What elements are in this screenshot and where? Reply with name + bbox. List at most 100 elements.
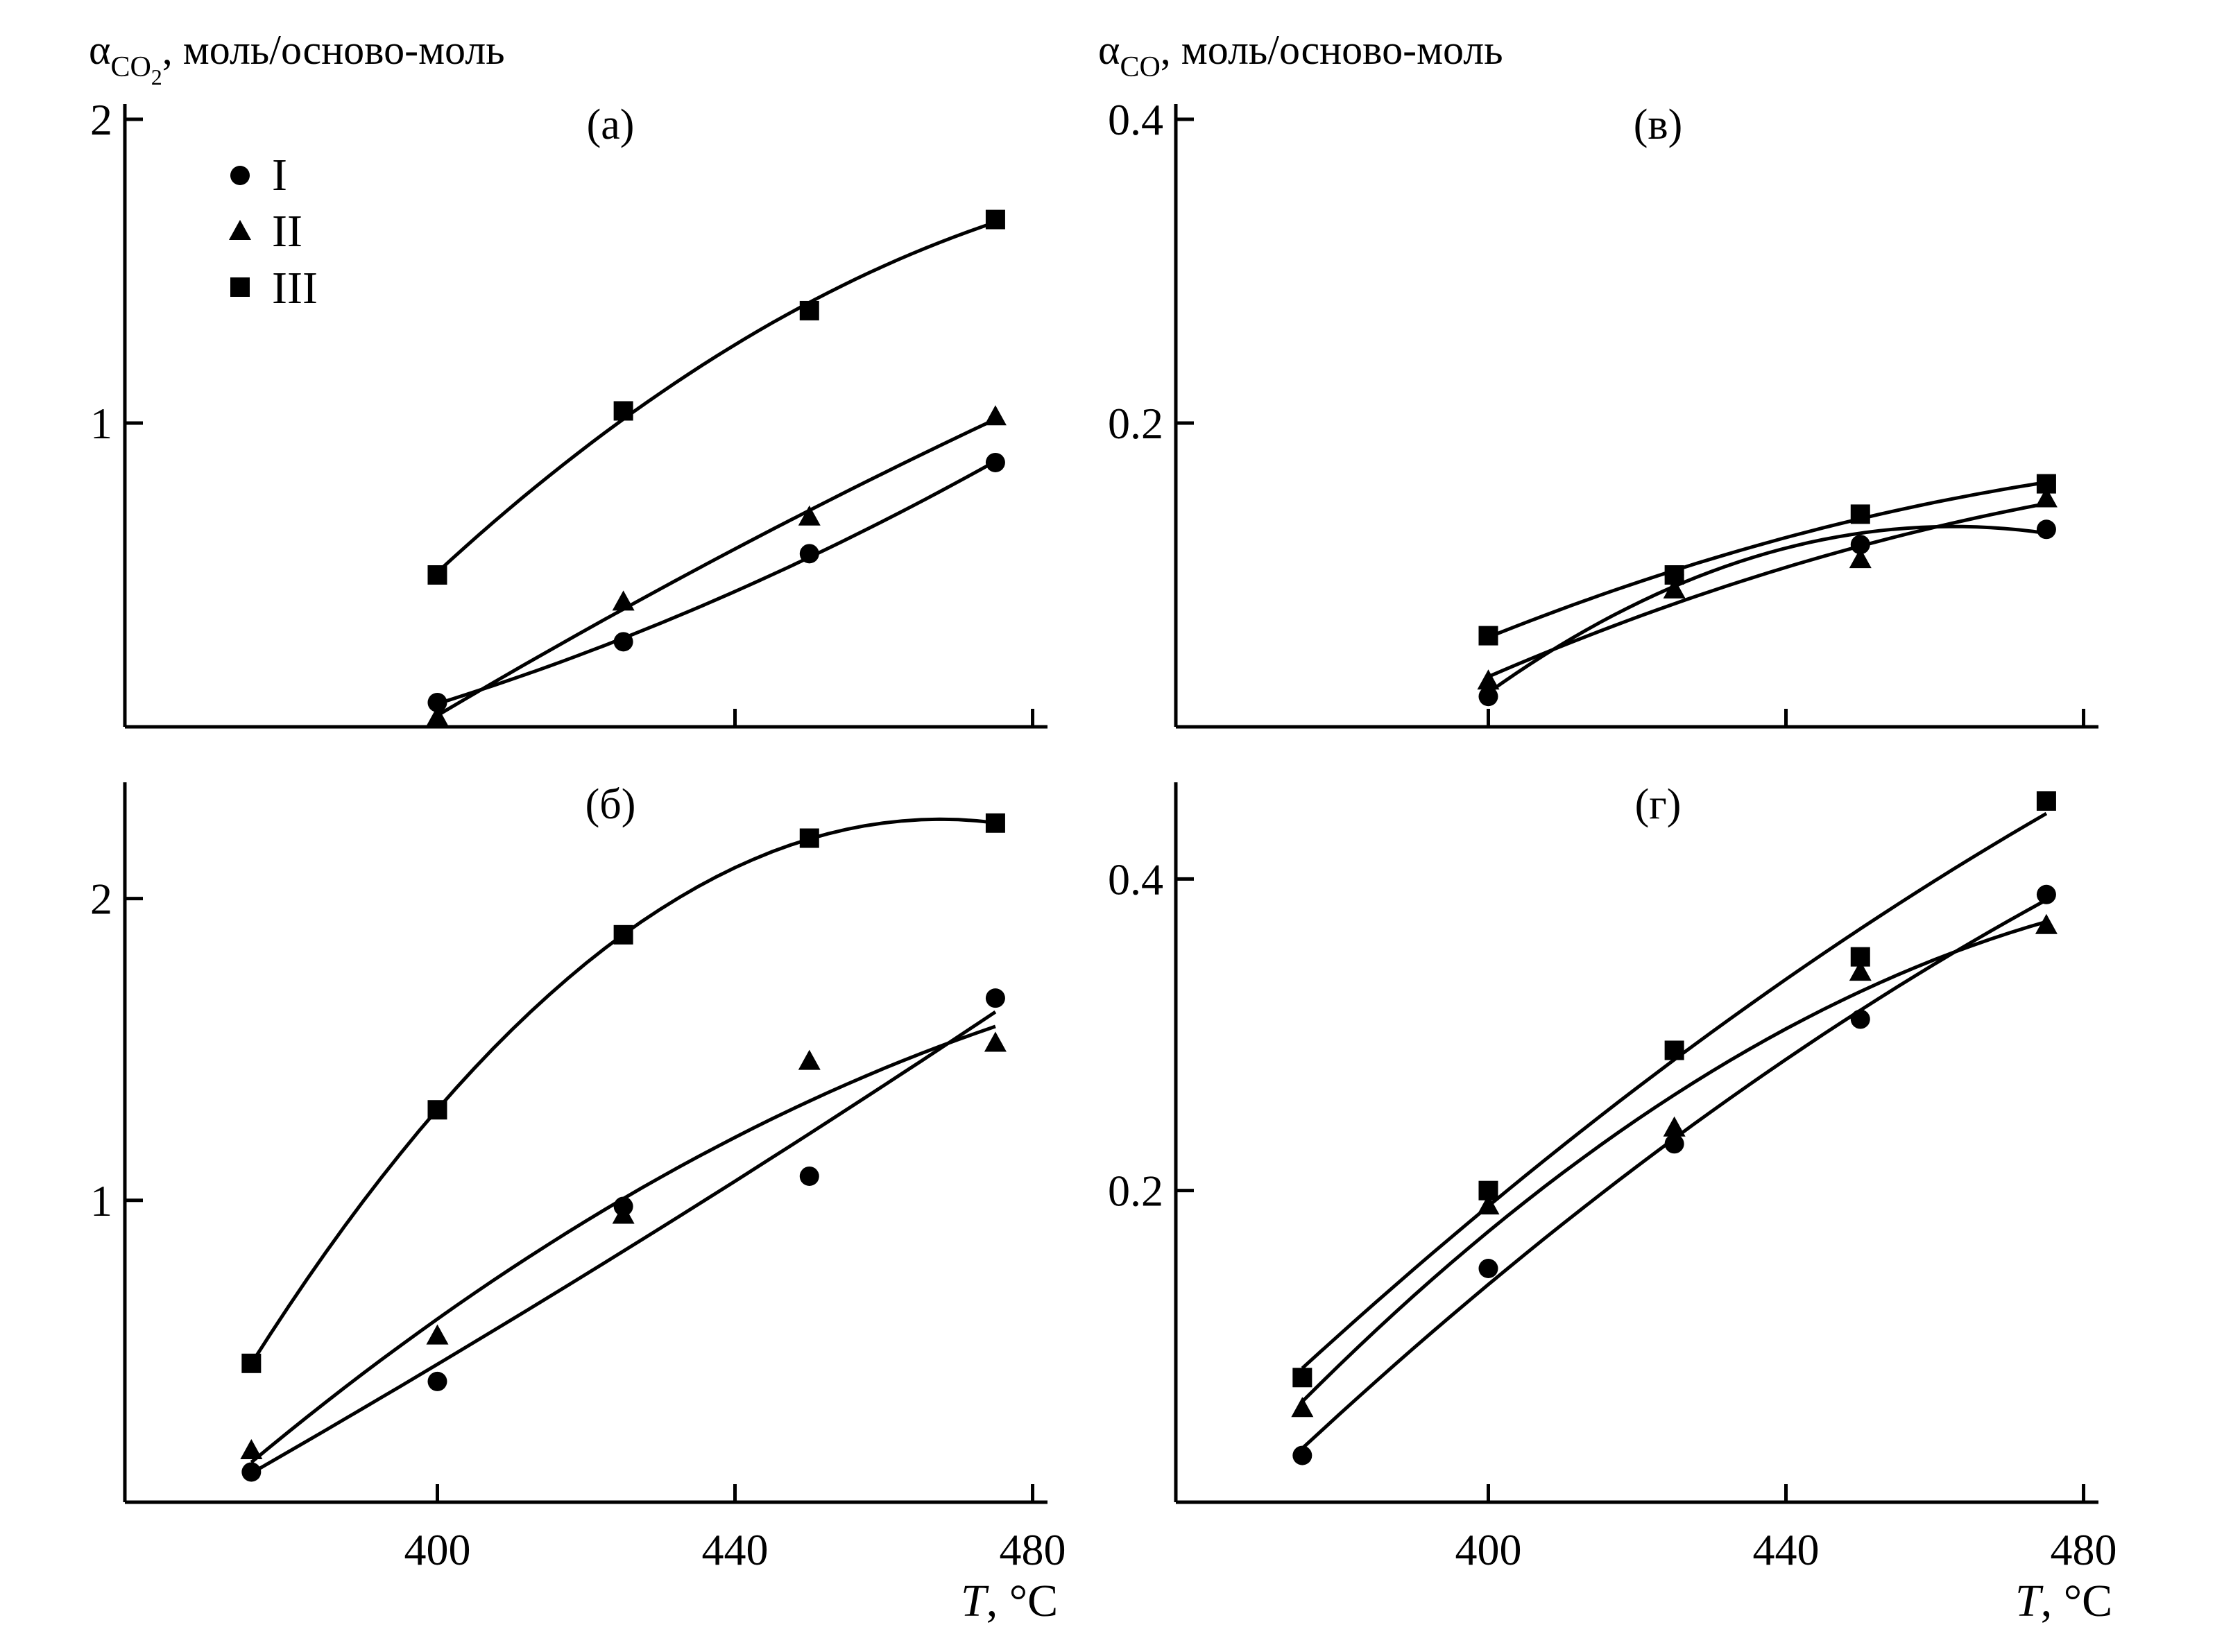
data-point-triangle	[1663, 578, 1686, 599]
chart-panel: 1 2 400 440 480 (б)	[90, 781, 1066, 1574]
data-point-triangle	[984, 1031, 1007, 1052]
series-curve-i	[1301, 898, 2048, 1450]
y-tick-label: 2	[90, 875, 112, 924]
series-curve-iii	[1301, 811, 2048, 1370]
legend-triangle-marker	[229, 220, 251, 240]
legend-label-iii: III	[272, 263, 318, 313]
alpha-symbol: α	[89, 27, 110, 73]
data-point-circle	[427, 1371, 447, 1391]
data-point-triangle	[984, 405, 1007, 426]
data-point-circle	[241, 1462, 262, 1482]
series-curve-ii	[250, 1024, 996, 1464]
data-point-triangle	[1291, 1397, 1314, 1418]
data-point-triangle	[1849, 548, 1872, 569]
legend-circle-marker	[230, 166, 250, 185]
data-point-square	[241, 1353, 262, 1373]
chart-panel: 0.2 0.4 400 440 480 (г)	[1108, 781, 2117, 1574]
panel-label: (а)	[587, 101, 635, 148]
data-point-circle	[1478, 687, 1498, 707]
series-curve-i	[250, 1010, 997, 1475]
series-curve-iii	[1487, 480, 2047, 639]
data-point-circle	[1664, 1134, 1684, 1154]
data-point-square	[1292, 1368, 1312, 1388]
data-point-triangle	[2035, 487, 2058, 508]
y-tick-label: 1	[90, 399, 112, 448]
y-axis-label-left: αCO2, моль/осново-моль	[89, 27, 505, 89]
data-point-square	[1478, 626, 1498, 646]
legend-label-i: I	[272, 150, 287, 200]
data-point-circle	[985, 452, 1005, 472]
data-point-square	[2036, 474, 2056, 494]
data-point-triangle	[426, 1324, 449, 1345]
units-text: , моль/осново-моль	[1161, 27, 1503, 73]
data-point-square	[1664, 565, 1684, 585]
data-point-square	[427, 565, 447, 585]
series-curve-iii	[250, 817, 996, 1365]
panel-label: (г)	[1635, 781, 1682, 828]
panels: 1 2 (а) 1 2 400 440 480 (б) 0.2 0.4 (в) 0.2 0.4 400 440…	[90, 95, 2117, 1574]
data-point-triangle	[1663, 1116, 1686, 1137]
data-point-square	[1664, 1040, 1684, 1060]
legend: I II III	[229, 150, 318, 313]
x-tick-label: 440	[1753, 1525, 1820, 1574]
data-point-square	[985, 813, 1005, 833]
units-text: , моль/осново-моль	[162, 27, 505, 73]
data-point-circle	[1478, 1259, 1498, 1278]
alpha-symbol: α	[1098, 27, 1120, 73]
data-point-circle	[799, 544, 819, 564]
data-point-circle	[2036, 884, 2056, 904]
y-tick-label: 1	[90, 1176, 112, 1225]
subscript-co: CO	[110, 51, 151, 83]
data-point-circle	[1850, 1009, 1870, 1029]
data-point-circle	[427, 692, 447, 712]
subscript-co: CO	[1120, 51, 1160, 83]
series-curve-i	[436, 460, 997, 706]
data-point-square	[613, 924, 633, 945]
x-tick-label: 480	[2051, 1525, 2117, 1574]
data-point-triangle	[1849, 961, 1872, 981]
data-point-circle	[2036, 519, 2056, 540]
panel-label: (в)	[1634, 101, 1683, 148]
data-point-circle	[985, 988, 1005, 1008]
legend-square-marker	[230, 277, 250, 297]
data-point-square	[1850, 504, 1870, 524]
series-curve-ii	[1301, 920, 2047, 1403]
series-curve-iii	[436, 221, 996, 574]
series-curve-ii	[1487, 501, 2047, 678]
legend-label-ii: II	[272, 206, 302, 257]
data-point-square	[427, 1100, 447, 1120]
data-point-square	[799, 828, 819, 848]
data-point-triangle	[798, 505, 821, 526]
x-axis-label-right: T, °С	[2015, 1576, 2112, 1626]
y-tick-label: 2	[90, 95, 112, 144]
panel-label: (б)	[585, 781, 636, 828]
data-point-triangle	[240, 1439, 263, 1460]
x-axis-label-left: T, °С	[961, 1576, 1058, 1626]
data-point-triangle	[798, 1049, 821, 1070]
y-tick-label: 0.4	[1108, 95, 1163, 144]
x-tick-label: 400	[1455, 1525, 1521, 1574]
subscript-2: 2	[151, 64, 162, 89]
data-point-circle	[1292, 1445, 1312, 1465]
data-point-triangle	[426, 705, 449, 726]
chart-panel: 1 2 (а)	[90, 95, 1047, 729]
y-axis-label-right: αCO, моль/осново-моль	[1098, 27, 1503, 83]
data-point-square	[985, 209, 1005, 230]
x-tick-label: 440	[702, 1525, 769, 1574]
data-point-circle	[613, 632, 633, 652]
data-point-circle	[799, 1166, 819, 1186]
data-point-triangle	[612, 1203, 635, 1224]
data-point-square	[1850, 947, 1870, 967]
data-point-triangle	[2035, 913, 2058, 934]
data-point-triangle	[1477, 669, 1500, 690]
data-point-square	[799, 300, 819, 320]
series-curve-ii	[436, 418, 996, 717]
y-tick-label: 0.4	[1108, 854, 1163, 904]
chart-panel: 0.2 0.4 (в)	[1108, 95, 2098, 729]
y-tick-label: 0.2	[1108, 1167, 1163, 1216]
x-tick-label: 480	[1000, 1525, 1066, 1574]
data-point-square	[2036, 791, 2056, 811]
data-point-square	[1478, 1180, 1498, 1201]
x-tick-label: 400	[404, 1525, 470, 1574]
data-point-triangle	[612, 590, 635, 611]
